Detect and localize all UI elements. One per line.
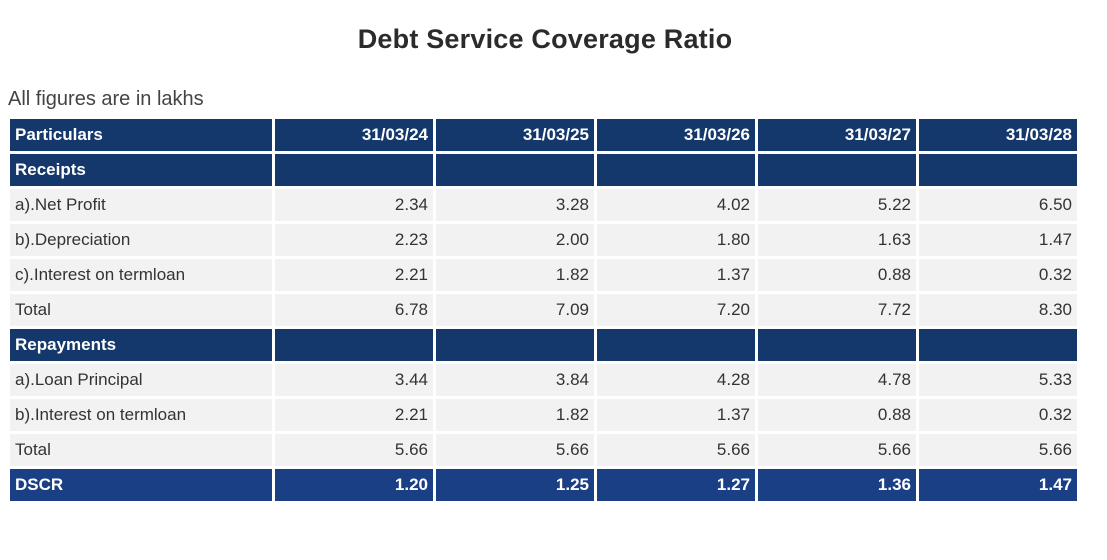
dscr-value: 1.25: [436, 469, 594, 501]
column-header-year: 31/03/24: [275, 119, 433, 151]
dscr-value: 1.27: [597, 469, 755, 501]
row-label: Receipts: [10, 154, 272, 186]
table-row-total: Total 6.78 7.09 7.20 7.72 8.30: [10, 294, 1077, 326]
dscr-value: 1.47: [919, 469, 1077, 501]
dscr-value: 1.36: [758, 469, 916, 501]
section-row-receipts: Receipts: [10, 154, 1077, 186]
row-label: b).Depreciation: [10, 224, 272, 256]
dscr-value: 1.20: [275, 469, 433, 501]
table-cell: 5.22: [758, 189, 916, 221]
row-label: Repayments: [10, 329, 272, 361]
table-row-total: Total 5.66 5.66 5.66 5.66 5.66: [10, 434, 1077, 466]
table-row: a).Loan Principal 3.44 3.84 4.28 4.78 5.…: [10, 364, 1077, 396]
table-cell: [919, 154, 1077, 186]
row-label: DSCR: [10, 469, 272, 501]
table-row: a).Net Profit 2.34 3.28 4.02 5.22 6.50: [10, 189, 1077, 221]
table-cell: 5.66: [758, 434, 916, 466]
table-cell: 2.21: [275, 259, 433, 291]
page-title: Debt Service Coverage Ratio: [357, 24, 733, 54]
dscr-row: DSCR 1.20 1.25 1.27 1.36 1.47: [10, 469, 1077, 501]
table-cell: 8.30: [919, 294, 1077, 326]
table-cell: [758, 154, 916, 186]
table-cell: [597, 154, 755, 186]
table-cell: 3.84: [436, 364, 594, 396]
table-cell: 2.00: [436, 224, 594, 256]
row-label: c).Interest on termloan: [10, 259, 272, 291]
table-cell: 5.66: [436, 434, 594, 466]
table-cell: [919, 329, 1077, 361]
row-label: a).Net Profit: [10, 189, 272, 221]
table-cell: 2.23: [275, 224, 433, 256]
column-header-year: 31/03/26: [597, 119, 755, 151]
table-row: c).Interest on termloan 2.21 1.82 1.37 0…: [10, 259, 1077, 291]
table-cell: 0.88: [758, 259, 916, 291]
table-cell: 2.34: [275, 189, 433, 221]
column-header-particulars: Particulars: [10, 119, 272, 151]
table-cell: 1.82: [436, 259, 594, 291]
units-note: All figures are in lakhs: [8, 88, 204, 110]
table-cell: 2.21: [275, 399, 433, 431]
table-cell: [275, 154, 433, 186]
table-cell: 0.32: [919, 259, 1077, 291]
column-header-year: 31/03/25: [436, 119, 594, 151]
table-cell: 3.28: [436, 189, 594, 221]
table-header-row: Particulars 31/03/24 31/03/25 31/03/26 3…: [10, 119, 1077, 151]
table-cell: 7.20: [597, 294, 755, 326]
table-cell: 1.37: [597, 399, 755, 431]
table-row: b).Depreciation 2.23 2.00 1.80 1.63 1.47: [10, 224, 1077, 256]
table-cell: 4.78: [758, 364, 916, 396]
table-cell: 5.66: [919, 434, 1077, 466]
table-cell: 0.32: [919, 399, 1077, 431]
dscr-table: Particulars 31/03/24 31/03/25 31/03/26 3…: [7, 116, 1080, 504]
table-cell: [758, 329, 916, 361]
table-cell: 5.33: [919, 364, 1077, 396]
table-cell: 7.72: [758, 294, 916, 326]
table-row: b).Interest on termloan 2.21 1.82 1.37 0…: [10, 399, 1077, 431]
table-cell: [597, 329, 755, 361]
table-cell: 7.09: [436, 294, 594, 326]
row-label: a).Loan Principal: [10, 364, 272, 396]
table-cell: 1.63: [758, 224, 916, 256]
table-cell: 5.66: [275, 434, 433, 466]
table-cell: 1.47: [919, 224, 1077, 256]
table-cell: 1.80: [597, 224, 755, 256]
row-label: Total: [10, 434, 272, 466]
table-cell: 4.28: [597, 364, 755, 396]
table-cell: 1.37: [597, 259, 755, 291]
column-header-year: 31/03/27: [758, 119, 916, 151]
table-cell: 4.02: [597, 189, 755, 221]
section-row-repayments: Repayments: [10, 329, 1077, 361]
table-cell: [436, 329, 594, 361]
table-cell: 6.78: [275, 294, 433, 326]
column-header-year: 31/03/28: [919, 119, 1077, 151]
table-cell: 0.88: [758, 399, 916, 431]
table-cell: 5.66: [597, 434, 755, 466]
table-cell: 1.82: [436, 399, 594, 431]
row-label: Total: [10, 294, 272, 326]
table-cell: [436, 154, 594, 186]
table-cell: 3.44: [275, 364, 433, 396]
row-label: b).Interest on termloan: [10, 399, 272, 431]
table-cell: 6.50: [919, 189, 1077, 221]
table-cell: [275, 329, 433, 361]
